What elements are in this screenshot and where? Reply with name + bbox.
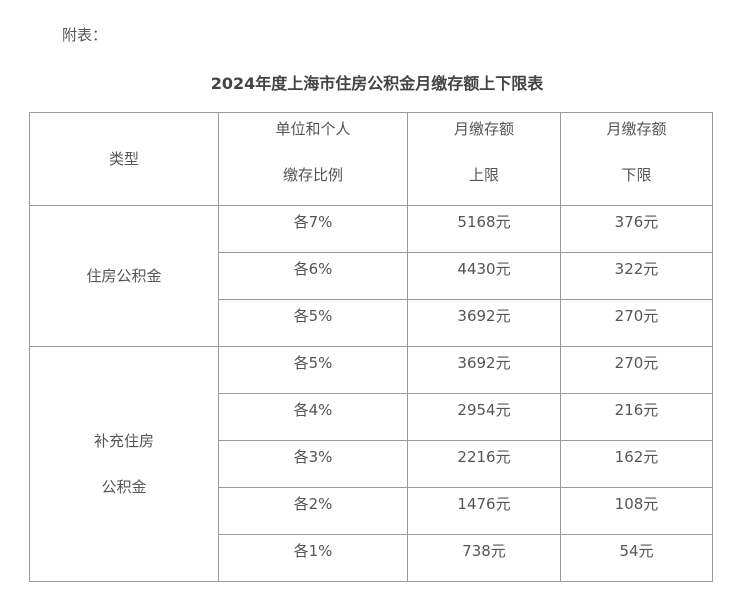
cell-lower-text: 108元 bbox=[614, 495, 659, 513]
cell-upper-text: 1476元 bbox=[457, 495, 511, 513]
cell-upper-text: 5168元 bbox=[457, 213, 511, 231]
header-type-text: 类型 bbox=[108, 150, 139, 168]
cell-lower-text: 322元 bbox=[614, 260, 659, 278]
cell-upper: 1476元 bbox=[407, 487, 561, 535]
cell-lower: 54元 bbox=[560, 534, 713, 582]
group-label-line2: 公积金 bbox=[101, 478, 147, 496]
group-label-text: 住房公积金 bbox=[86, 267, 162, 285]
table-row: 住房公积金 各7% 5168元 376元 bbox=[29, 205, 713, 347]
table-row: 各1% 738元 54元 bbox=[30, 534, 713, 582]
header-lower: 月缴存额 下限 bbox=[560, 112, 713, 206]
table-row: 各2% 1476元 108元 bbox=[30, 487, 713, 535]
header-type: 类型 bbox=[29, 112, 219, 206]
cell-lower-text: 270元 bbox=[614, 307, 659, 325]
cell-lower: 270元 bbox=[560, 299, 713, 347]
header-upper-line2: 上限 bbox=[468, 166, 499, 184]
cell-upper: 4430元 bbox=[407, 252, 561, 300]
cell-upper: 2216元 bbox=[407, 440, 561, 488]
cell-lower: 216元 bbox=[560, 393, 713, 441]
group-label: 补充住房 公积金 bbox=[29, 346, 219, 582]
cell-ratio: 各3% bbox=[218, 440, 408, 488]
cell-ratio-text: 各7% bbox=[293, 213, 333, 231]
group-label-line1: 补充住房 bbox=[93, 432, 154, 450]
appendix-label: 附表： bbox=[62, 26, 108, 44]
cell-ratio-text: 各2% bbox=[293, 495, 333, 513]
cell-lower: 322元 bbox=[560, 252, 713, 300]
cell-lower-text: 376元 bbox=[614, 213, 659, 231]
table-row: 补充住房公积金 各5% 3692元 270元 bbox=[29, 346, 713, 582]
cell-ratio-text: 各3% bbox=[293, 448, 333, 466]
cell-upper: 2954元 bbox=[407, 393, 561, 441]
header-row: 类型 单位和个人缴存比例 月缴存额上限 月缴存额下限 bbox=[29, 112, 713, 206]
cell-upper-text: 2954元 bbox=[457, 401, 511, 419]
table-row: 各3% 2216元 162元 bbox=[30, 440, 713, 488]
cell-ratio-text: 各5% bbox=[293, 354, 333, 372]
header-ratio: 单位和个人 缴存比例 bbox=[218, 112, 408, 206]
cell-upper: 3692元 bbox=[407, 346, 561, 394]
cell-ratio: 各2% bbox=[218, 487, 408, 535]
cell-ratio: 各5% bbox=[218, 346, 408, 394]
cell-upper-text: 4430元 bbox=[457, 260, 511, 278]
header-upper: 月缴存额 上限 bbox=[407, 112, 561, 206]
cell-upper-text: 3692元 bbox=[457, 354, 511, 372]
table-row: 各5% 3692元 270元 bbox=[30, 299, 713, 347]
cell-upper-text: 3692元 bbox=[457, 307, 511, 325]
cell-ratio-text: 各5% bbox=[293, 307, 333, 325]
cell-upper: 738元 bbox=[407, 534, 561, 582]
cell-upper-text: 738元 bbox=[462, 542, 506, 560]
cell-lower: 162元 bbox=[560, 440, 713, 488]
cell-upper: 5168元 bbox=[407, 205, 561, 253]
cell-upper: 3692元 bbox=[407, 299, 561, 347]
cell-ratio: 各6% bbox=[218, 252, 408, 300]
table-title: 2024年度上海市住房公积金月缴存额上下限表 bbox=[210, 74, 544, 93]
cell-lower: 376元 bbox=[560, 205, 713, 253]
cell-ratio: 各4% bbox=[218, 393, 408, 441]
cell-ratio-text: 各6% bbox=[293, 260, 333, 278]
cell-ratio-text: 各4% bbox=[293, 401, 333, 419]
header-lower-line1: 月缴存额 bbox=[606, 120, 667, 138]
cell-ratio-text: 各1% bbox=[293, 542, 333, 560]
table-row: 各4% 2954元 216元 bbox=[30, 393, 713, 441]
table-row: 各6% 4430元 322元 bbox=[30, 252, 713, 300]
cell-ratio: 各1% bbox=[218, 534, 408, 582]
cell-ratio: 各5% bbox=[218, 299, 408, 347]
cell-lower: 270元 bbox=[560, 346, 713, 394]
cell-lower-text: 216元 bbox=[614, 401, 659, 419]
contribution-limits-table: 类型 单位和个人缴存比例 月缴存额上限 月缴存额下限 住房公积金 各7% 5168元… bbox=[29, 112, 713, 582]
header-upper-line1: 月缴存额 bbox=[453, 120, 514, 138]
cell-lower: 108元 bbox=[560, 487, 713, 535]
cell-lower-text: 162元 bbox=[614, 448, 659, 466]
header-ratio-line2: 缴存比例 bbox=[282, 166, 343, 184]
cell-ratio: 各7% bbox=[218, 205, 408, 253]
group-label: 住房公积金 bbox=[29, 205, 219, 347]
header-ratio-line1: 单位和个人 bbox=[275, 120, 351, 138]
cell-upper-text: 2216元 bbox=[457, 448, 511, 466]
cell-lower-text: 54元 bbox=[619, 542, 654, 560]
header-lower-line2: 下限 bbox=[621, 166, 652, 184]
cell-lower-text: 270元 bbox=[614, 354, 659, 372]
